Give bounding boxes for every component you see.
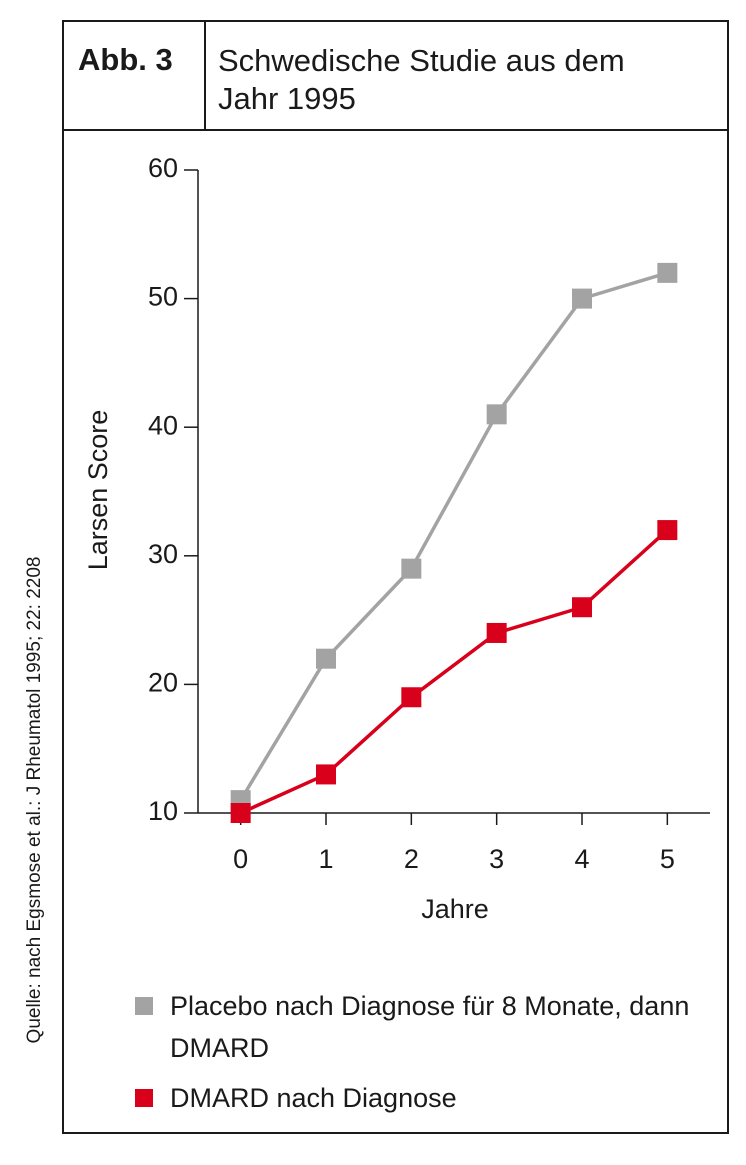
x-tick-label: 2 xyxy=(404,844,419,874)
marker xyxy=(657,262,678,283)
legend-swatch xyxy=(135,1089,153,1107)
x-tick-label: 5 xyxy=(660,844,675,874)
marker xyxy=(486,404,507,425)
marker xyxy=(572,288,592,309)
y-tick-label: 30 xyxy=(148,539,178,569)
legend-swatch xyxy=(135,997,153,1015)
series-line xyxy=(239,271,668,802)
marker xyxy=(316,764,336,785)
source: Quelle: nach Egsmose et al.: J Rheumatol… xyxy=(24,557,45,1044)
marker xyxy=(401,687,422,708)
chart-title: Schwedische Studie aus dem Jahr 1995 xyxy=(218,43,625,116)
marker xyxy=(486,622,507,643)
legend: Placebo nach Diagnose für 8 Monate, dann… xyxy=(135,985,715,1127)
legend-label: Placebo nach Diagnose für 8 Monate, dann… xyxy=(170,991,690,1063)
y-tick-label: 50 xyxy=(148,282,178,312)
figure-label: Abb. 3 xyxy=(78,42,173,77)
x-tick-label: 3 xyxy=(489,844,504,874)
marker xyxy=(572,597,592,618)
y-tick-label: 10 xyxy=(148,796,178,826)
y-tick-label: 60 xyxy=(148,153,178,183)
x-tick-label: 0 xyxy=(233,844,248,874)
marker xyxy=(657,520,678,541)
x-tick-label: 1 xyxy=(318,844,333,874)
legend-entry: DMARD nach Diagnose xyxy=(135,1077,715,1119)
legend-label: DMARD nach Diagnose xyxy=(170,1083,457,1113)
x-axis-label: Jahre xyxy=(421,894,489,924)
marker xyxy=(401,558,422,579)
marker xyxy=(230,803,251,823)
y-tick-label: 40 xyxy=(148,410,178,440)
marker xyxy=(316,648,336,669)
y-axis-label: Larsen Score xyxy=(83,410,113,571)
frame xyxy=(62,20,729,1134)
y-tick-label: 20 xyxy=(148,668,178,698)
series-line xyxy=(239,528,669,815)
legend-entry: Placebo nach Diagnose für 8 Monate, dann… xyxy=(135,985,715,1069)
x-tick-label: 4 xyxy=(574,844,589,874)
